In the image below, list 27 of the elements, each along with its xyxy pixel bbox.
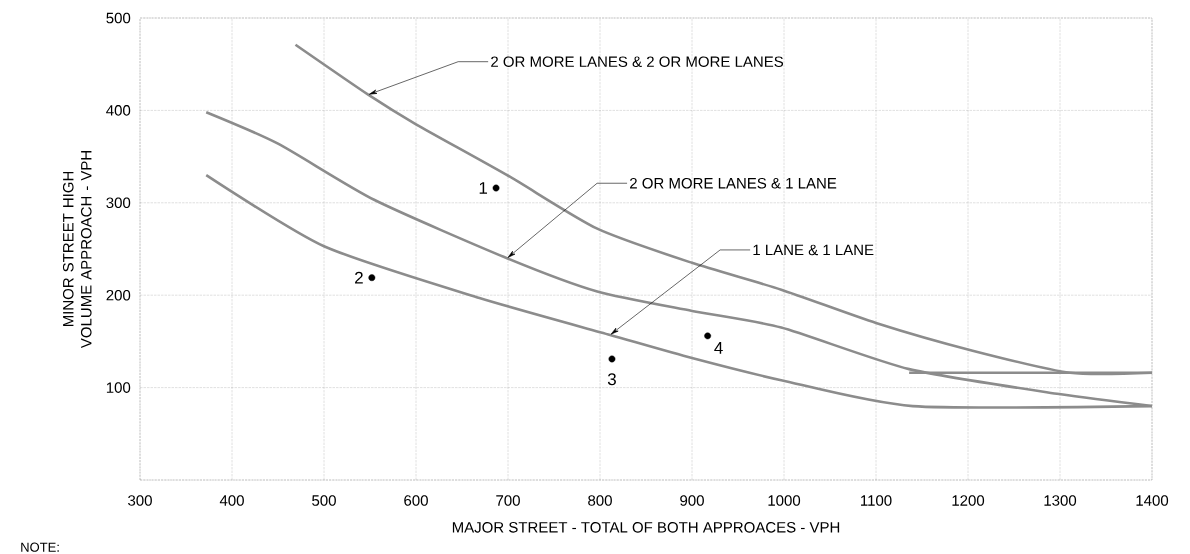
y-tick-label: 500 [106, 12, 131, 24]
x-tick-label: 1200 [952, 495, 985, 506]
x-tick-label: 300 [128, 495, 152, 506]
text: NOTE: [21, 542, 59, 552]
y-tick-label: 100 [106, 382, 131, 393]
y-tick-label: 200 [106, 289, 131, 301]
x-tick-label: 400 [219, 495, 244, 506]
y-tick-label: 400 [106, 105, 131, 116]
x-tick-label: 1400 [1136, 495, 1169, 506]
x-tick-label: 1300 [1044, 495, 1077, 506]
annotation: 2 OR MORE LANES & 1 LANE [630, 177, 837, 189]
x-axis-title: MAJOR STREET - TOTAL OF BOTH APPROACES - VPH [452, 522, 840, 533]
annotation: 4 [714, 342, 723, 354]
x-tick-label: 800 [588, 495, 612, 506]
x-tick-label: 500 [312, 495, 336, 506]
x-tick-label: 1100 [861, 495, 892, 506]
x-tick-label: 600 [404, 495, 428, 506]
y-axis-title: MINOR STREET HIGH VOLUME APPROACH - VPH [62, 151, 92, 349]
annotation: 2 [355, 271, 363, 284]
annotation: 1 [479, 182, 488, 194]
annotation: 2 OR MORE LANES & 2 OR MORE LANES [491, 56, 784, 67]
x-tick-label: 900 [680, 495, 704, 506]
x-tick-label: 1000 [768, 495, 801, 506]
annotation: 3 [607, 373, 616, 386]
y-tick-label: 300 [106, 197, 131, 209]
x-tick-label: 700 [496, 495, 520, 506]
annotation: 1 LANE & 1 LANE [753, 244, 874, 256]
